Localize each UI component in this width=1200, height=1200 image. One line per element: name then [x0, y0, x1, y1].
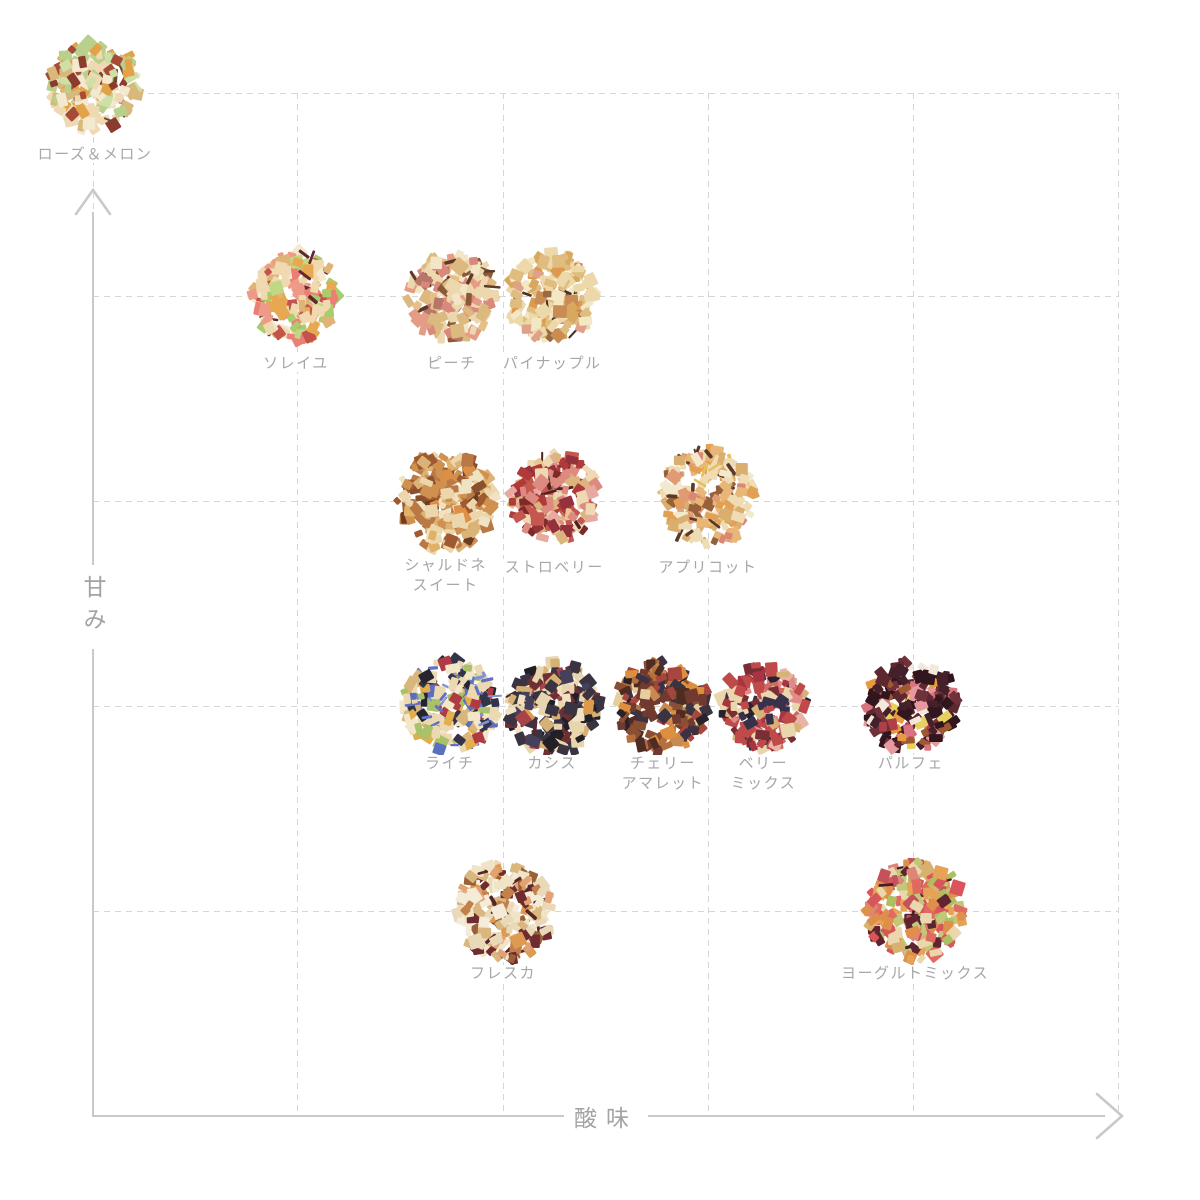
- product-parfait[interactable]: [852, 647, 970, 765]
- product-fresca[interactable]: [442, 850, 565, 973]
- product-label-peach: ピーチ: [424, 355, 479, 372]
- product-label-fresca: フレスカ: [467, 965, 539, 982]
- product-rose-melon[interactable]: [37, 27, 153, 143]
- product-label-parfait: パルフェ: [875, 755, 946, 772]
- product-pineapple[interactable]: [495, 239, 609, 353]
- product-apricot[interactable]: [648, 437, 768, 557]
- y-axis-arrow-icon: [74, 187, 112, 216]
- product-label-chardonnay-sweet: シャルドネ スイート: [402, 557, 489, 594]
- product-strawberry[interactable]: [497, 440, 611, 554]
- product-label-berry-mix: ベリー ミックス: [728, 755, 799, 792]
- product-peach[interactable]: [395, 240, 508, 353]
- product-lychee[interactable]: [391, 647, 509, 765]
- product-soleil[interactable]: [239, 239, 353, 353]
- product-cassis[interactable]: [493, 647, 612, 766]
- product-yogurt-mix[interactable]: [853, 849, 977, 973]
- product-label-yogurt-mix: ヨーグルトミックス: [839, 965, 992, 982]
- product-label-apricot: アプリコット: [656, 559, 760, 576]
- product-label-cassis: カシス: [525, 755, 579, 772]
- product-label-cherry-amaretto: チェリー アマレット: [619, 755, 707, 792]
- product-label-strawberry: ストロベリー: [502, 559, 606, 576]
- product-label-rose-melon: ローズ＆メロン: [35, 146, 155, 163]
- y-axis-label: 甘み: [73, 565, 113, 649]
- product-label-pineapple: パイナップル: [500, 355, 604, 372]
- product-label-lychee: ライチ: [422, 755, 477, 772]
- product-berry-mix[interactable]: [708, 651, 819, 762]
- product-chardonnay-sweet[interactable]: [384, 440, 507, 563]
- x-axis-arrow-icon: [1095, 1092, 1124, 1140]
- y-axis-line: [92, 212, 94, 1117]
- product-label-soleil: ソレイユ: [261, 355, 331, 372]
- x-axis-label: 酸味: [564, 1096, 648, 1136]
- product-cherry-amaretto[interactable]: [604, 648, 721, 765]
